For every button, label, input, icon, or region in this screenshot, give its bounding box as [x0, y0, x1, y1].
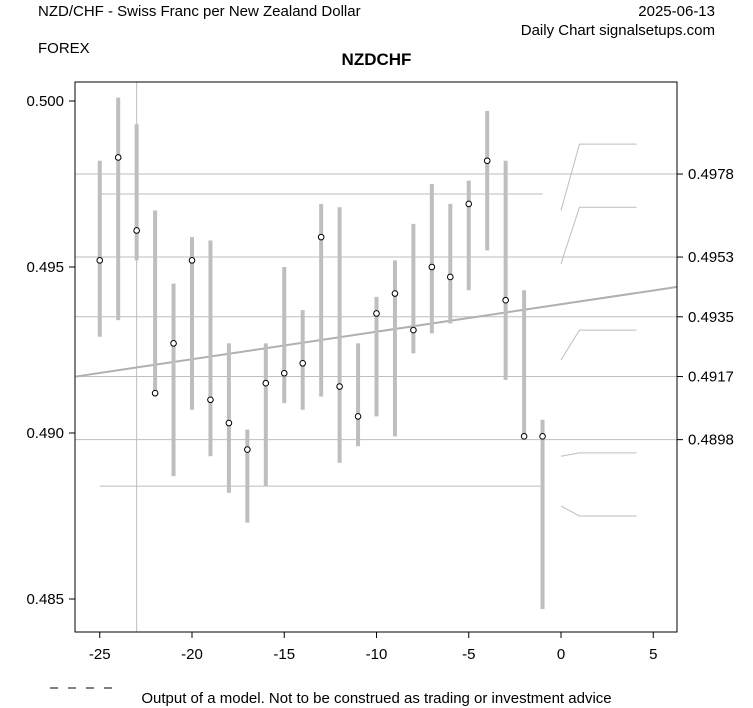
x-tick-label: -25 — [89, 646, 111, 663]
close-point — [207, 396, 214, 404]
close-point — [391, 290, 399, 297]
x-tick-label: -15 — [273, 646, 295, 663]
close-point — [447, 273, 454, 281]
close-point — [539, 433, 546, 440]
close-point — [483, 157, 491, 165]
projection-line — [560, 143, 637, 211]
projection-line — [560, 329, 637, 361]
close-point — [410, 326, 417, 334]
close-point — [280, 369, 288, 377]
y-tick-label-left: 0.490 — [26, 425, 64, 442]
close-point — [151, 389, 159, 397]
x-tick-label: -20 — [181, 646, 203, 663]
close-point — [244, 446, 251, 453]
close-point — [225, 419, 233, 427]
projection-line — [560, 505, 637, 517]
close-point — [428, 263, 436, 271]
close-point — [502, 296, 509, 304]
y-tick-label-right: 0.4935 — [688, 309, 734, 326]
close-point — [354, 413, 362, 420]
close-point — [133, 227, 140, 234]
chart-source: Daily Chart signalsetups.com — [520, 22, 715, 39]
close-point — [465, 200, 473, 208]
chart-header-title: NZD/CHF - Swiss Franc per New Zealand Do… — [38, 3, 361, 20]
close-point — [170, 340, 177, 347]
y-tick-label-left: 0.500 — [26, 93, 64, 110]
x-tick-label: -5 — [462, 646, 475, 663]
close-point — [299, 359, 307, 367]
close-point — [114, 154, 122, 161]
chart-title: NZDCHF — [341, 50, 412, 69]
close-point — [520, 433, 528, 440]
y-tick-label-left: 0.485 — [26, 591, 64, 608]
close-point — [336, 383, 343, 390]
y-tick-label-right: 0.4917 — [688, 369, 734, 386]
y-tick-label-left: 0.495 — [26, 259, 64, 276]
close-point — [262, 379, 270, 387]
close-point — [373, 310, 380, 317]
close-point — [96, 257, 104, 264]
projection-line — [560, 452, 637, 457]
close-point — [317, 233, 325, 241]
disclaimer: Output of a model. Not to be construed a… — [141, 690, 612, 707]
y-tick-label-right: 0.4953 — [688, 249, 734, 266]
y-tick-label-right: 0.4978 — [688, 166, 734, 183]
y-tick-label-right: 0.4898 — [688, 432, 734, 449]
x-tick-label: 0 — [557, 646, 565, 663]
projection-line — [560, 206, 637, 264]
market-category: FOREX — [38, 40, 90, 57]
x-tick-label: -10 — [366, 646, 388, 663]
x-tick-label: 5 — [649, 646, 657, 663]
close-point — [188, 257, 196, 264]
chart-date: 2025-06-13 — [638, 3, 715, 20]
